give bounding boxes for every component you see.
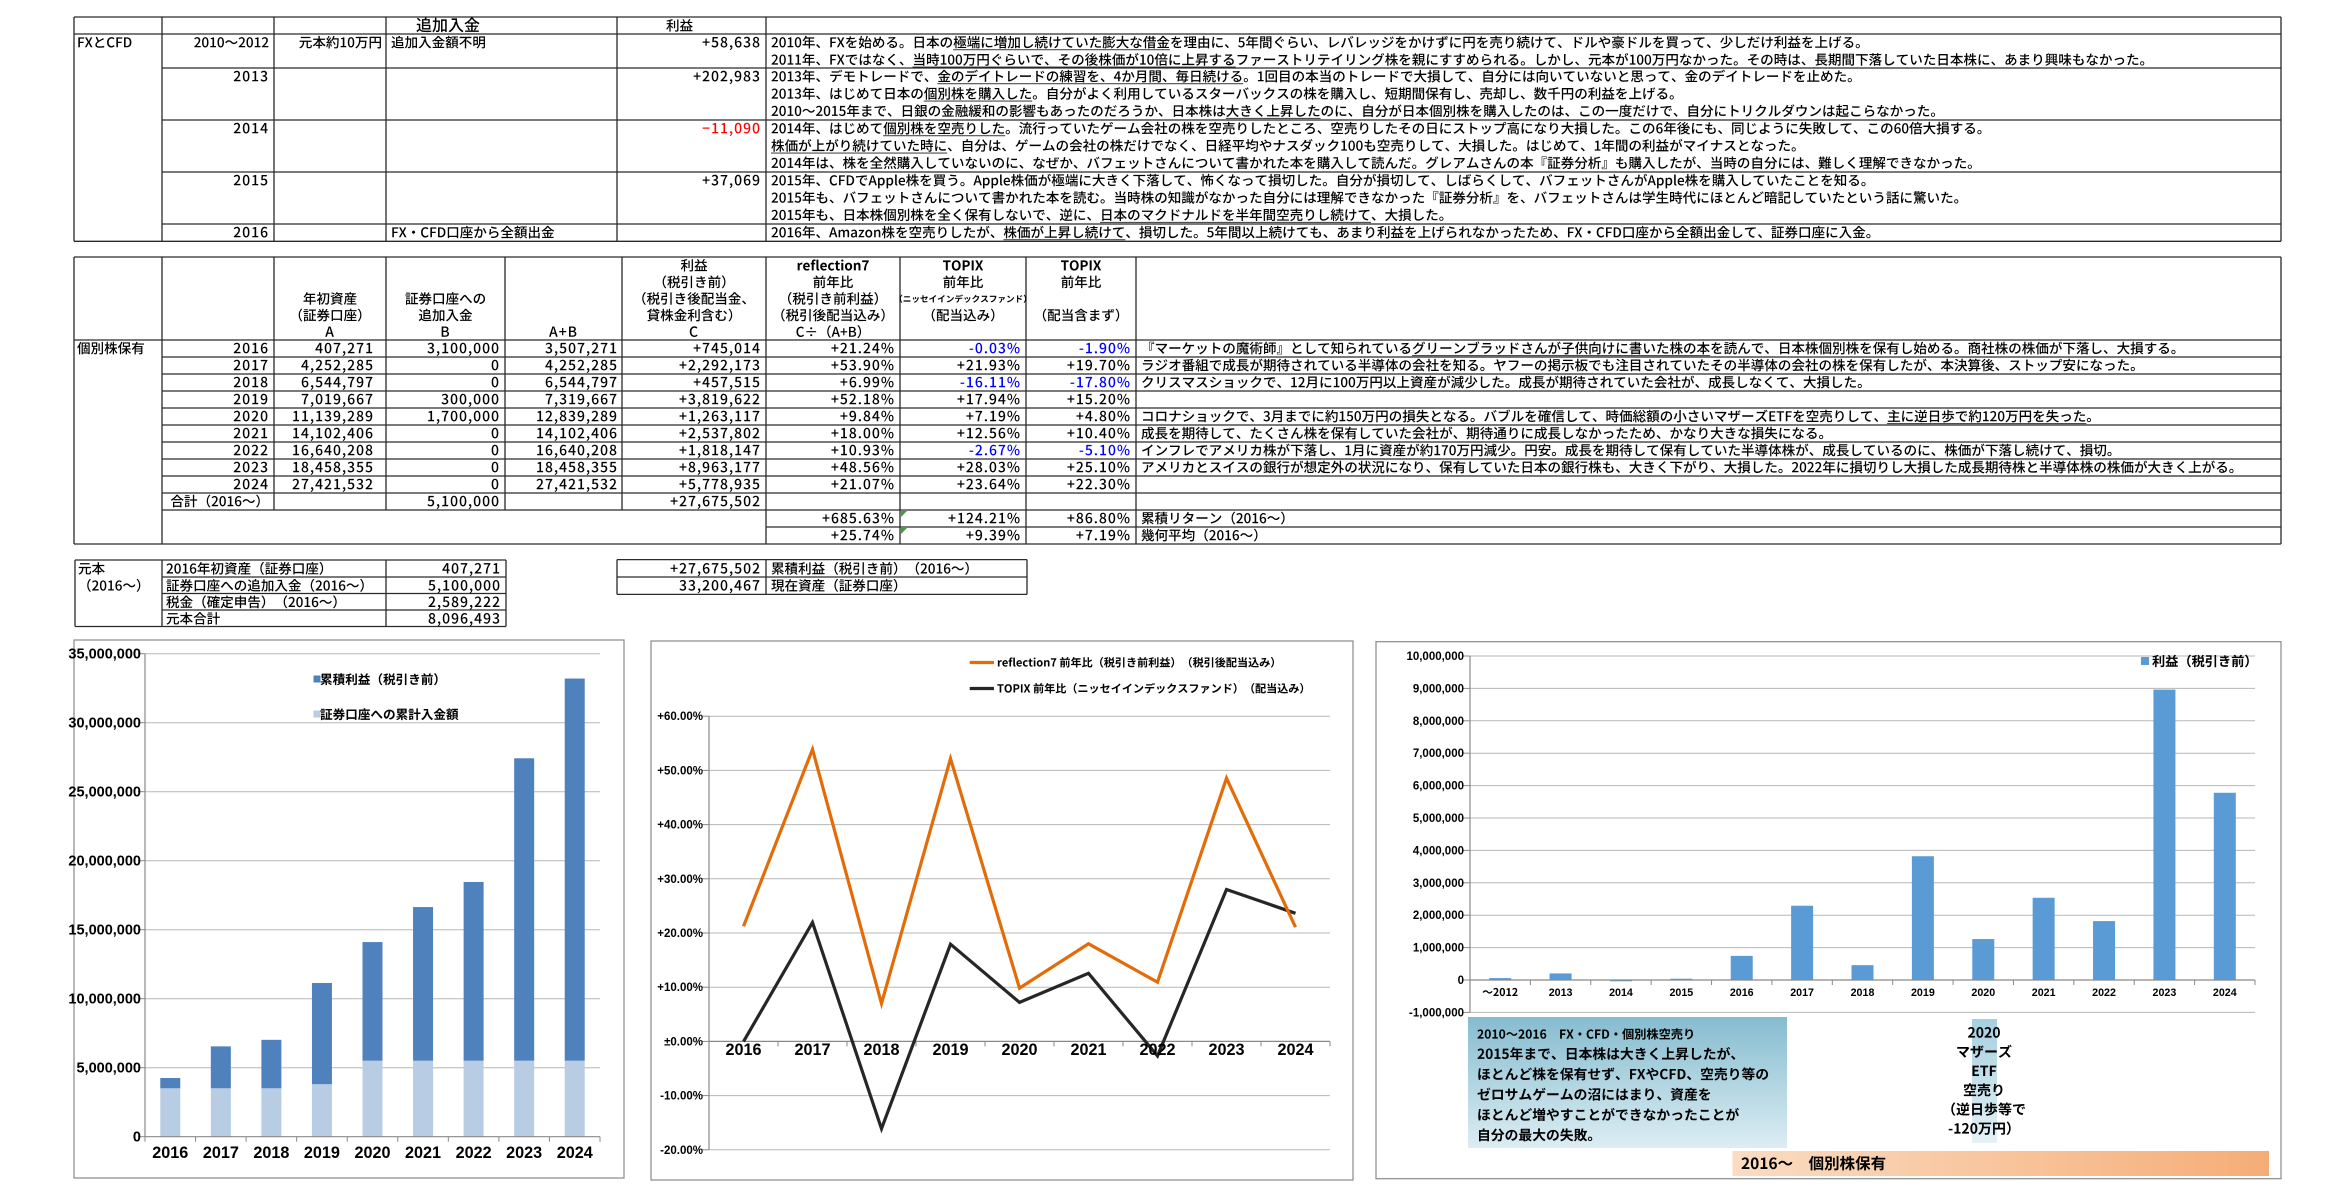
svg-text:2016: 2016	[1730, 987, 1754, 999]
svg-text:2021: 2021	[405, 1144, 441, 1162]
svg-text:2017: 2017	[794, 1041, 830, 1059]
svg-text:2016: 2016	[152, 1144, 188, 1162]
svg-text:-10.00%: -10.00%	[660, 1091, 703, 1103]
svg-text:0: 0	[133, 1129, 141, 1145]
svg-text:+20.00%: +20.00%	[657, 928, 703, 940]
svg-text:20,000,000: 20,000,000	[68, 853, 141, 869]
svg-text:2022: 2022	[1139, 1041, 1175, 1059]
svg-text:5,000,000: 5,000,000	[1413, 813, 1464, 825]
svg-text:2018: 2018	[253, 1144, 289, 1162]
svg-text:25,000,000: 25,000,000	[68, 784, 141, 800]
svg-text:2017: 2017	[203, 1144, 239, 1162]
svg-text:2015: 2015	[1669, 987, 1693, 999]
svg-text:2023: 2023	[1208, 1041, 1244, 1059]
svg-text:2024: 2024	[557, 1144, 593, 1162]
svg-text:2024: 2024	[1277, 1041, 1313, 1059]
svg-text:0: 0	[1458, 975, 1464, 987]
svg-text:-20.00%: -20.00%	[660, 1145, 703, 1157]
svg-text:+50.00%: +50.00%	[657, 765, 703, 777]
svg-text:+60.00%: +60.00%	[657, 711, 703, 723]
svg-text:2023: 2023	[506, 1144, 542, 1162]
svg-text:2016: 2016	[725, 1041, 761, 1059]
svg-text:2019: 2019	[304, 1144, 340, 1162]
svg-text:2018: 2018	[863, 1041, 899, 1059]
svg-text:+10.00%: +10.00%	[657, 982, 703, 994]
svg-text:9,000,000: 9,000,000	[1413, 683, 1464, 695]
svg-text:7,000,000: 7,000,000	[1413, 748, 1464, 760]
svg-text:2024: 2024	[2213, 987, 2237, 999]
svg-text:2013: 2013	[1549, 987, 1573, 999]
svg-text:35,000,000: 35,000,000	[68, 646, 141, 662]
svg-text:2020: 2020	[1001, 1041, 1037, 1059]
svg-text:2022: 2022	[2092, 987, 2116, 999]
svg-text:2020: 2020	[354, 1144, 390, 1162]
svg-text:15,000,000: 15,000,000	[68, 922, 141, 938]
svg-text:2018: 2018	[1851, 987, 1875, 999]
svg-text:3,000,000: 3,000,000	[1413, 878, 1464, 890]
svg-text:±0.00%: ±0.00%	[664, 1036, 703, 1048]
svg-text:2020: 2020	[1971, 987, 1995, 999]
svg-text:4,000,000: 4,000,000	[1413, 845, 1464, 857]
svg-text:8,000,000: 8,000,000	[1413, 716, 1464, 728]
svg-text:2014: 2014	[1609, 987, 1633, 999]
svg-text:-1,000,000: -1,000,000	[1409, 1007, 1464, 1019]
svg-text:2017: 2017	[1790, 987, 1814, 999]
svg-text:2021: 2021	[2032, 987, 2056, 999]
svg-text:10,000,000: 10,000,000	[1406, 651, 1464, 663]
svg-text:1,000,000: 1,000,000	[1413, 943, 1464, 955]
svg-text:6,000,000: 6,000,000	[1413, 781, 1464, 793]
svg-text:+40.00%: +40.00%	[657, 820, 703, 832]
svg-text:5,000,000: 5,000,000	[76, 1060, 141, 1076]
svg-text:2022: 2022	[456, 1144, 492, 1162]
svg-text:2,000,000: 2,000,000	[1413, 910, 1464, 922]
svg-text:10,000,000: 10,000,000	[68, 991, 141, 1007]
svg-text:2023: 2023	[2153, 987, 2177, 999]
svg-text:+30.00%: +30.00%	[657, 874, 703, 886]
svg-text:30,000,000: 30,000,000	[68, 715, 141, 731]
svg-text:2019: 2019	[1911, 987, 1935, 999]
svg-text:2019: 2019	[932, 1041, 968, 1059]
svg-text:2021: 2021	[1070, 1041, 1106, 1059]
